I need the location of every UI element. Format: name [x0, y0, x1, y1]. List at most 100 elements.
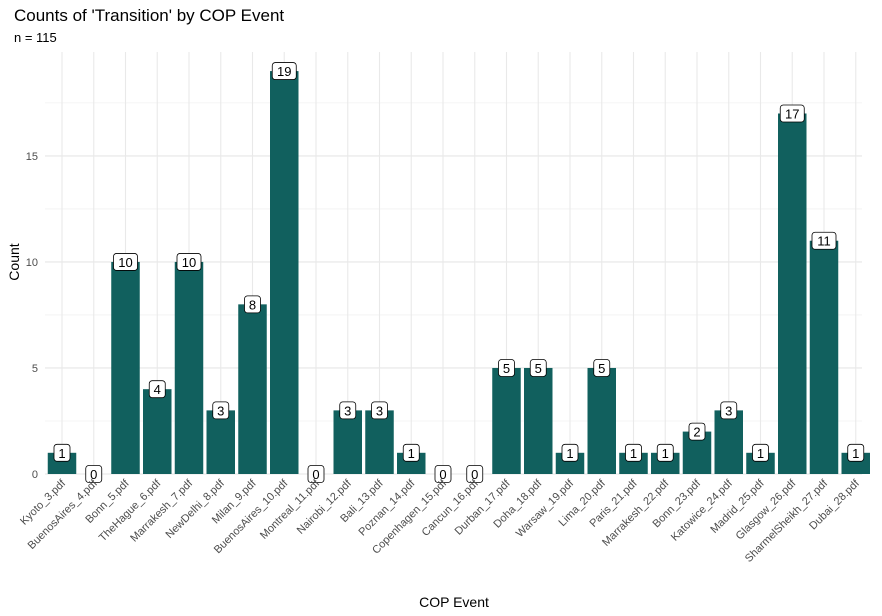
data-label-text: 10	[182, 255, 196, 270]
chart-subtitle: n = 115	[14, 30, 57, 45]
data-label-text: 1	[630, 446, 637, 461]
y-tick-label: 5	[32, 363, 38, 375]
data-label-box	[529, 359, 547, 377]
data-label-text: 3	[376, 403, 383, 418]
data-label-text: 10	[118, 255, 132, 270]
data-label: 8	[244, 295, 261, 314]
data-label: 11	[811, 231, 837, 250]
data-label: 5	[593, 359, 611, 377]
y-tick-label: 15	[26, 151, 38, 163]
y-tick-label: 0	[32, 469, 38, 481]
y-axis-title: Count	[6, 243, 22, 280]
data-label-box	[847, 443, 865, 462]
data-label-text: 0	[90, 467, 97, 482]
bar	[238, 304, 267, 474]
data-label-box	[593, 359, 611, 377]
data-label: 3	[212, 401, 230, 420]
data-label-box	[371, 401, 388, 420]
data-label-box	[466, 465, 484, 483]
data-label-box	[720, 401, 738, 420]
data-label-box	[498, 359, 515, 377]
x-tick-label: Nairobi_12.pdf	[295, 477, 355, 537]
data-label-text: 1	[662, 446, 669, 461]
data-label-text: 1	[566, 446, 573, 461]
data-label-text: 1	[58, 446, 65, 461]
bars	[47, 71, 870, 475]
data-label-text: 11	[817, 234, 831, 249]
data-label: 0	[434, 465, 452, 483]
data-label-text: 1	[852, 446, 859, 461]
data-label-box	[779, 104, 805, 123]
data-label: 0	[85, 465, 103, 483]
y-axis-ticks: 0 5 10 15	[26, 151, 38, 481]
data-label: 2	[688, 422, 706, 441]
bar	[143, 389, 172, 474]
data-label-text: 17	[785, 106, 799, 121]
data-label-box	[148, 380, 166, 399]
data-label: 1	[656, 443, 674, 462]
data-label: 10	[113, 253, 138, 271]
data-label: 19	[271, 62, 297, 80]
data-label-box	[307, 465, 325, 483]
data-label-box	[811, 231, 837, 250]
data-label-text: 1	[757, 446, 764, 461]
data-label-text: 0	[312, 467, 319, 482]
x-axis-ticks: Kyoto_3.pdfBuenosAires_4.pdfBonn_5.pdfTh…	[18, 477, 862, 565]
data-label-text: 5	[535, 361, 542, 376]
bar	[174, 261, 204, 474]
x-tick-label: Poznan_14.pdf	[357, 477, 418, 538]
data-label: 17	[779, 104, 805, 123]
data-label-box	[402, 443, 420, 462]
data-label: 1	[625, 443, 642, 462]
data-label-box	[53, 443, 71, 462]
data-label-box	[561, 443, 579, 462]
bar	[111, 261, 140, 474]
data-label-box	[176, 253, 202, 271]
data-label: 10	[176, 253, 202, 271]
y-tick-label: 10	[26, 257, 38, 269]
data-label-box	[244, 295, 261, 314]
data-label-box	[752, 443, 769, 462]
bar	[333, 410, 362, 474]
bar	[206, 410, 235, 474]
data-label-box	[656, 443, 674, 462]
data-label-text: 3	[725, 403, 732, 418]
data-label-text: 8	[249, 297, 256, 312]
data-label-text: 5	[598, 361, 605, 376]
data-label: 1	[561, 443, 579, 462]
data-label-text: 3	[344, 403, 351, 418]
data-label: 1	[53, 443, 71, 462]
bar	[270, 71, 299, 475]
x-tick-label: Cancun_16.pdf	[420, 477, 482, 539]
data-label: 3	[720, 401, 738, 420]
data-label-text: 3	[217, 403, 224, 418]
data-label-box	[339, 401, 357, 420]
data-label: 3	[371, 401, 388, 420]
data-label: 1	[402, 443, 420, 462]
bar	[714, 410, 743, 474]
data-label: 0	[466, 465, 484, 483]
chart-title: Counts of 'Transition' by COP Event	[14, 6, 284, 25]
data-label-text: 0	[471, 467, 478, 482]
bar	[524, 367, 553, 474]
bar	[778, 113, 807, 474]
data-label-text: 4	[154, 382, 161, 397]
bar	[587, 367, 616, 474]
data-label-box	[85, 465, 103, 483]
data-label: 1	[847, 443, 865, 462]
data-label: 5	[498, 359, 515, 377]
data-label-text: 2	[693, 425, 700, 440]
x-tick-label: Durban_17.pdf	[453, 477, 514, 538]
data-label: 0	[307, 465, 325, 483]
data-label-box	[688, 422, 706, 441]
data-label: 3	[339, 401, 357, 420]
data-label-text: 5	[503, 361, 510, 376]
x-axis-title: COP Event	[419, 594, 489, 610]
data-label-box	[625, 443, 642, 462]
data-label: 5	[529, 359, 547, 377]
data-label-text: 1	[408, 446, 415, 461]
bar	[365, 410, 394, 474]
bar	[492, 367, 521, 474]
data-label-box	[271, 62, 297, 80]
